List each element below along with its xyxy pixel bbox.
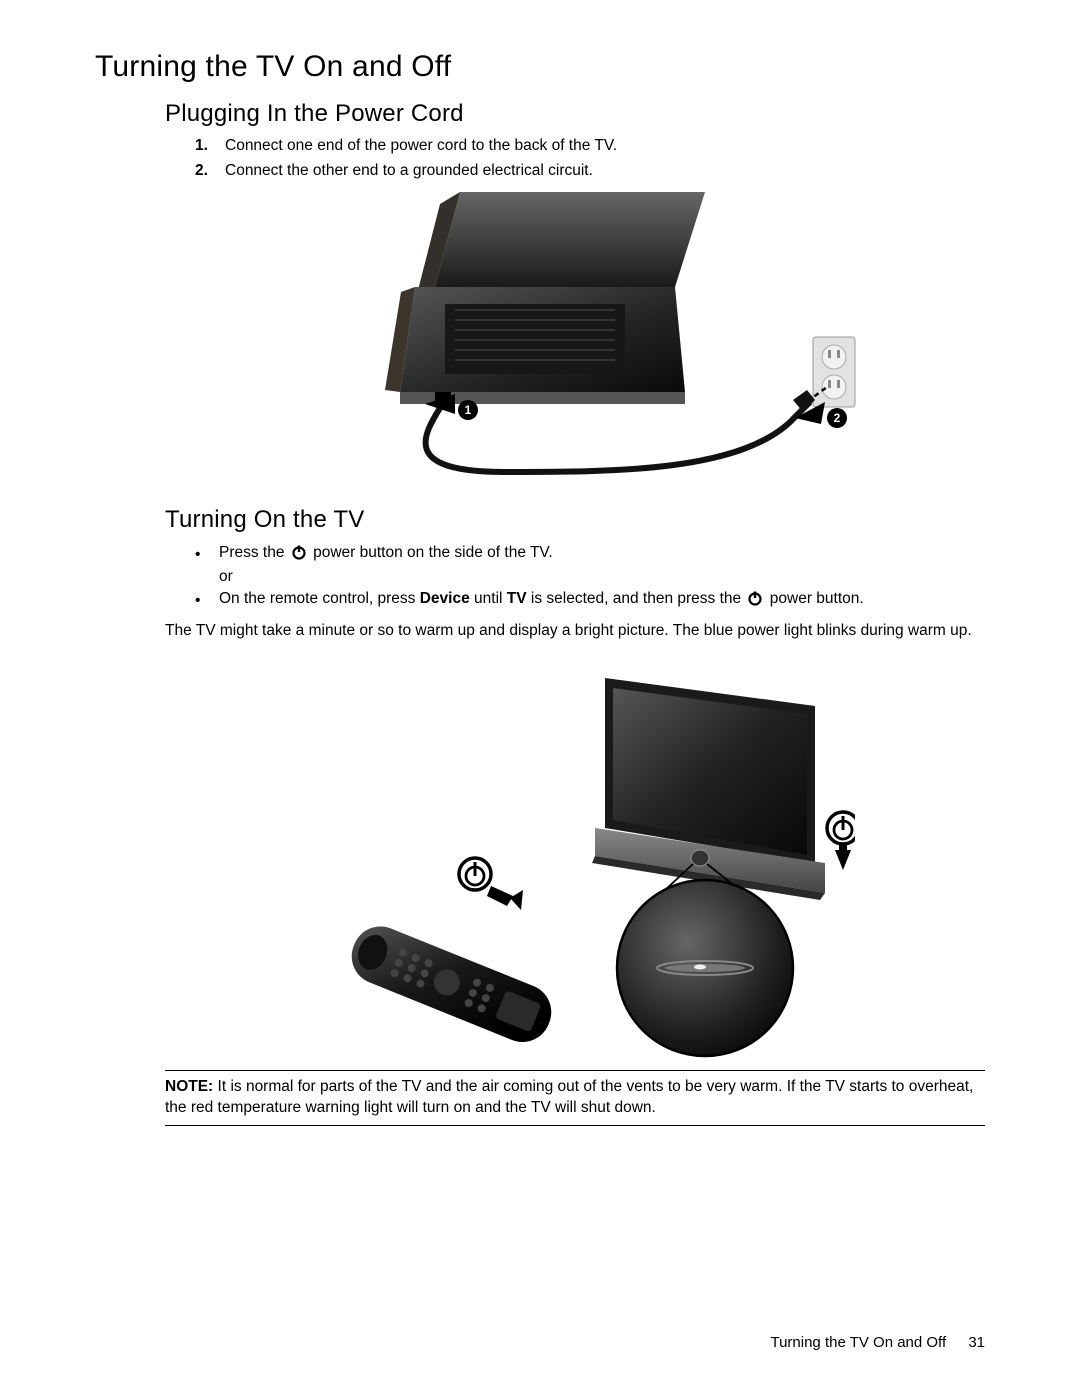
rule xyxy=(165,1125,985,1126)
step-text: Connect one end of the power cord to the… xyxy=(225,136,617,157)
paragraph: The TV might take a minute or so to warm… xyxy=(165,621,985,642)
bullet-list: • Press the power button on the side of … xyxy=(195,542,985,613)
list-item: 2. Connect the other end to a grounded e… xyxy=(195,161,985,182)
svg-text:2: 2 xyxy=(834,411,841,425)
step-number: 1. xyxy=(195,136,213,157)
step-text: Connect the other end to a grounded elec… xyxy=(225,161,593,182)
bullet-text: On the remote control, press Device unti… xyxy=(219,588,864,610)
page-footer: Turning the TV On and Off 31 xyxy=(770,1334,985,1351)
rule xyxy=(165,1070,985,1071)
section-heading-turning-on: Turning On the TV xyxy=(165,506,985,534)
svg-text:1: 1 xyxy=(465,403,472,417)
step-number: 2. xyxy=(195,161,213,182)
list-item: • Press the power button on the side of … xyxy=(195,542,985,566)
bullet-icon: • xyxy=(195,542,203,566)
power-icon xyxy=(291,544,307,560)
steps-list: 1. Connect one end of the power cord to … xyxy=(195,136,985,182)
bullet-icon: • xyxy=(195,588,203,612)
page-number: 31 xyxy=(968,1334,985,1351)
figure-power-button xyxy=(295,658,855,1058)
figure-power-cord: 1 2 xyxy=(305,192,865,482)
note-label: NOTE: xyxy=(165,1078,213,1095)
power-icon xyxy=(747,590,763,606)
page-title: Turning the TV On and Off xyxy=(95,50,985,84)
footer-section: Turning the TV On and Off xyxy=(770,1334,946,1351)
bullet-text: Press the power button on the side of th… xyxy=(219,542,553,564)
section-heading-plugging: Plugging In the Power Cord xyxy=(165,100,985,128)
or-text: or xyxy=(219,568,985,586)
list-item: 1. Connect one end of the power cord to … xyxy=(195,136,985,157)
list-item: • On the remote control, press Device un… xyxy=(195,588,985,612)
note-text: NOTE: It is normal for parts of the TV a… xyxy=(165,1077,985,1119)
